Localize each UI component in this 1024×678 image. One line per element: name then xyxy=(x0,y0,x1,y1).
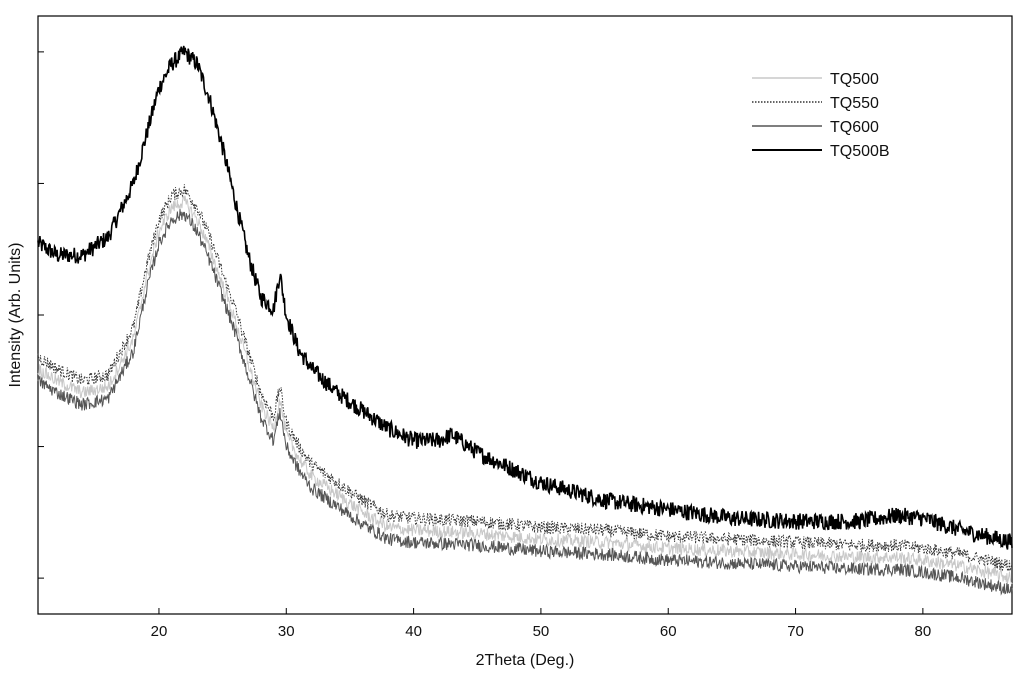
series-line-tq600 xyxy=(37,209,1013,596)
x-tick-label: 50 xyxy=(533,623,550,640)
x-axis-title: 2Theta (Deg.) xyxy=(476,652,575,669)
x-tick-label: 40 xyxy=(405,623,422,640)
legend-label-tq550: TQ550 xyxy=(830,95,879,112)
y-axis-ticks xyxy=(38,51,44,579)
x-tick-label: 70 xyxy=(787,623,804,640)
series-layer xyxy=(37,45,1013,596)
x-tick-label: 20 xyxy=(151,623,168,640)
series-line-tq550 xyxy=(37,184,1013,572)
legend-label-tq500b: TQ500B xyxy=(830,143,890,160)
x-axis-ticks: 20 30 40 50 60 70 80 xyxy=(151,608,932,640)
x-tick-label: 60 xyxy=(660,623,677,640)
x-tick-label: 80 xyxy=(915,623,932,640)
y-axis-title: Intensity (Arb. Units) xyxy=(7,243,24,388)
legend-label-tq600: TQ600 xyxy=(830,119,879,136)
series-line-tq500b xyxy=(37,45,1013,550)
x-tick-label: 30 xyxy=(278,623,295,640)
legend-label-tq500: TQ500 xyxy=(830,71,879,88)
legend: TQ500 TQ550 TQ600 TQ500B xyxy=(752,71,890,160)
series-line-tq500 xyxy=(37,195,1013,585)
